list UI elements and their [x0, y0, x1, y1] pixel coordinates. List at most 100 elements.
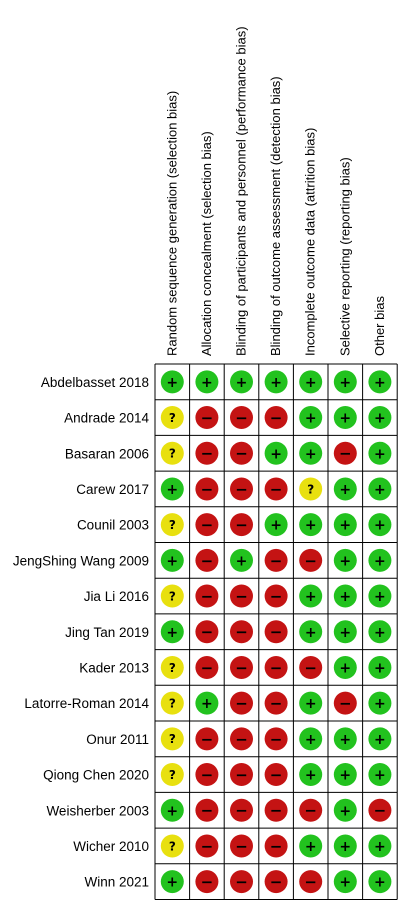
- rating-symbol: +: [339, 875, 351, 891]
- rating-symbol: −: [235, 409, 248, 427]
- column-header: Incomplete outcome data (attrition bias): [303, 128, 318, 356]
- rating-circle: [195, 691, 219, 715]
- rating-circle: [230, 584, 253, 608]
- rating-circle: [230, 406, 253, 430]
- rating-symbol: +: [166, 625, 178, 641]
- rating-circle: [195, 620, 219, 644]
- column-header: Allocation concealment (selection bias): [199, 131, 214, 356]
- rating-symbol: +: [339, 553, 351, 569]
- rating-high-risk: −: [230, 655, 253, 679]
- study-label: Jing Tan 2019: [65, 625, 149, 640]
- study-label: Qiong Chen 2020: [43, 768, 149, 783]
- study-label: Latorre-Roman 2014: [24, 696, 149, 711]
- rating-circle: [299, 477, 323, 501]
- column-header: Selective reporting (reporting bias): [337, 157, 352, 356]
- rating-high-risk: −: [195, 655, 219, 679]
- rating-low-risk: +: [230, 370, 253, 394]
- rating-symbol: +: [305, 696, 317, 712]
- rating-low-risk: +: [368, 441, 392, 465]
- rating-unclear-risk: ?: [160, 584, 184, 608]
- rating-symbol: −: [270, 480, 283, 498]
- rating-symbol: −: [235, 873, 248, 891]
- rating-circle: [333, 727, 357, 751]
- rating-low-risk: +: [299, 727, 323, 751]
- rating-high-risk: −: [264, 691, 288, 715]
- rating-circle: [368, 620, 392, 644]
- rating-symbol: +: [374, 696, 386, 712]
- rating-circle: [368, 477, 392, 501]
- rating-symbol: +: [166, 875, 178, 891]
- study-labels: Abdelbasset 2018 Andrade 2014 Basaran 2006…: [13, 375, 150, 890]
- rating-symbol: −: [201, 552, 214, 570]
- rating-high-risk: −: [264, 727, 288, 751]
- rating-circle: [264, 798, 288, 822]
- rating-circle: [264, 834, 288, 858]
- rating-symbol: +: [201, 696, 213, 712]
- rating-symbol: +: [339, 732, 351, 748]
- rating-high-risk: −: [230, 584, 253, 608]
- rating-low-risk: +: [160, 798, 184, 822]
- rating-circle: [333, 834, 357, 858]
- rating-low-risk: +: [264, 370, 288, 394]
- rating-high-risk: −: [195, 620, 219, 644]
- rating-symbol: +: [374, 375, 386, 391]
- rating-symbol: −: [339, 445, 352, 463]
- rating-high-risk: −: [264, 763, 288, 787]
- rating-circle: [160, 584, 184, 608]
- rating-circle: [230, 834, 253, 858]
- rating-circle: [230, 798, 253, 822]
- rating-symbol: ?: [307, 482, 314, 496]
- rating-symbol: −: [270, 659, 283, 677]
- rating-high-risk: −: [264, 798, 288, 822]
- rating-low-risk: +: [333, 798, 357, 822]
- rating-low-risk: +: [333, 655, 357, 679]
- rating-symbol: ?: [169, 589, 176, 603]
- rating-circle: [195, 477, 219, 501]
- rating-symbol: +: [339, 803, 351, 819]
- rating-low-risk: +: [333, 870, 357, 894]
- study-label: Jia Li 2016: [84, 589, 149, 604]
- rating-high-risk: −: [195, 798, 219, 822]
- rating-symbol: ?: [169, 696, 176, 710]
- study-label: JengShing Wang 2009: [13, 553, 149, 568]
- rating-high-risk: −: [264, 406, 288, 430]
- rating-symbol: −: [270, 730, 283, 748]
- rating-symbol: −: [201, 587, 214, 605]
- rating-symbol: +: [339, 518, 351, 534]
- rating-circle: [230, 513, 253, 537]
- rating-symbol: −: [201, 802, 214, 820]
- rating-circle: [299, 727, 323, 751]
- rating-symbol: +: [374, 732, 386, 748]
- rating-symbol: −: [201, 766, 214, 784]
- table-grid: [154, 363, 398, 900]
- rating-circle: [160, 441, 184, 465]
- rating-circle: [264, 655, 288, 679]
- column-header: Other bias: [372, 296, 387, 356]
- rating-circle: [333, 691, 357, 715]
- rating-circle: [264, 513, 288, 537]
- rating-symbol: +: [270, 375, 282, 391]
- rating-unclear-risk: ?: [160, 834, 184, 858]
- rating-low-risk: +: [368, 870, 392, 894]
- rating-circle: [264, 691, 288, 715]
- rating-low-risk: +: [299, 691, 323, 715]
- rating-low-risk: +: [299, 370, 323, 394]
- rating-symbol: −: [235, 837, 248, 855]
- rating-circle: [195, 406, 219, 430]
- rating-symbol: +: [201, 375, 213, 391]
- rating-low-risk: +: [299, 763, 323, 787]
- rating-circle: [160, 834, 184, 858]
- rating-circle: [333, 406, 357, 430]
- rating-symbol: −: [201, 623, 214, 641]
- rating-low-risk: +: [160, 477, 184, 501]
- rating-high-risk: −: [299, 798, 323, 822]
- rating-circle: [299, 691, 323, 715]
- rating-high-risk: −: [230, 763, 253, 787]
- rating-symbol: +: [374, 482, 386, 498]
- rating-circle: [333, 370, 357, 394]
- rating-high-risk: −: [230, 477, 253, 501]
- study-label: Basaran 2006: [65, 446, 149, 461]
- study-label: Onur 2011: [86, 732, 149, 747]
- rating-circle: [160, 870, 184, 894]
- rating-high-risk: −: [264, 477, 288, 501]
